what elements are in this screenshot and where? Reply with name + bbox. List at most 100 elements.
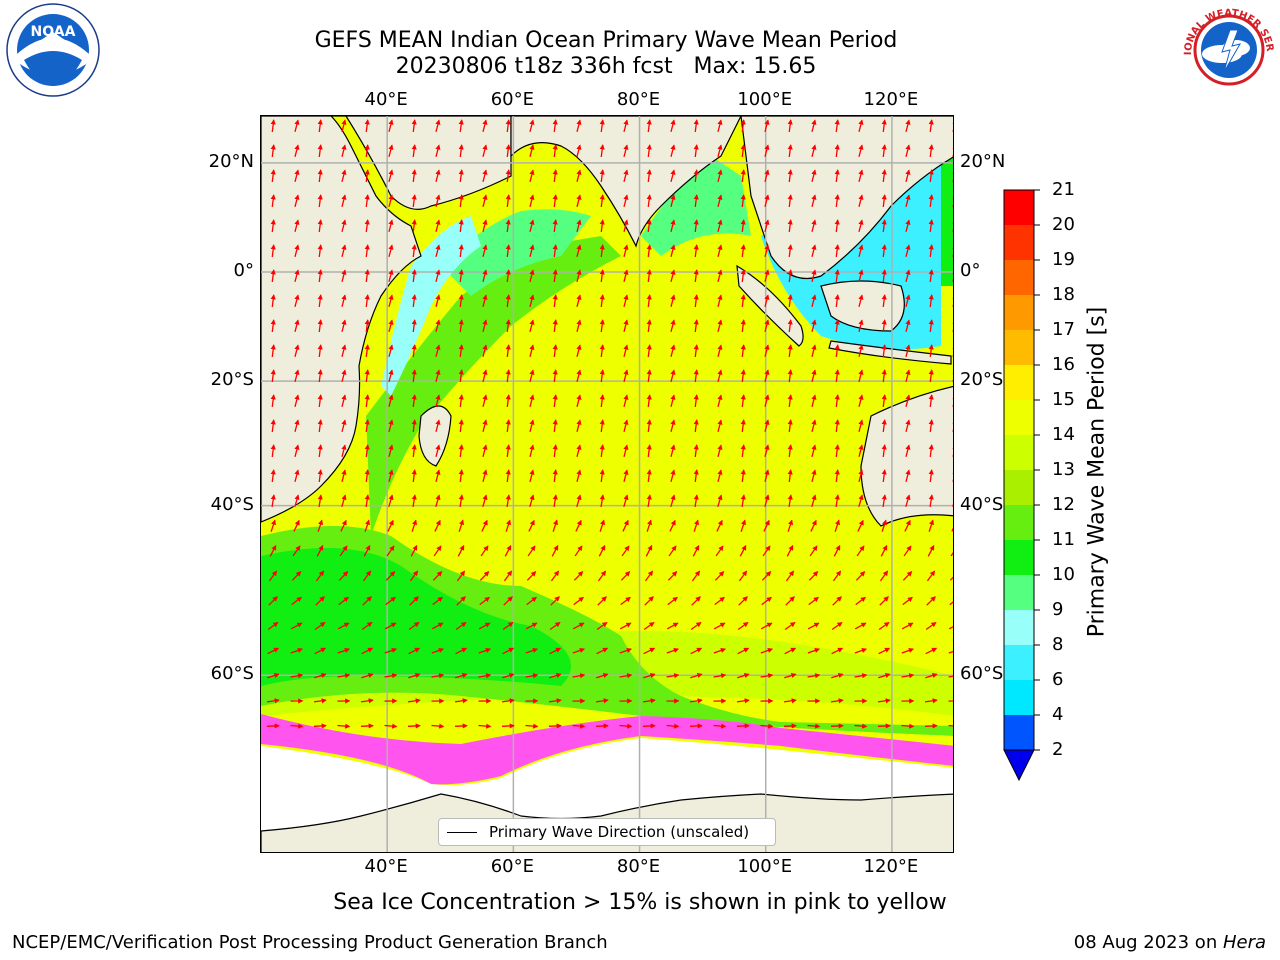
wave-direction-arrow <box>435 344 441 357</box>
colorbar-tick-label: 6 <box>1052 669 1064 690</box>
wave-direction-arrow <box>408 647 421 655</box>
wave-direction-arrow <box>599 169 605 183</box>
wave-direction-arrow <box>431 647 444 654</box>
wave-direction-arrow <box>858 294 864 307</box>
wave-direction-arrow <box>787 144 793 158</box>
wave-direction-arrow <box>482 144 488 157</box>
wave-direction-arrow <box>948 626 953 630</box>
wave-direction-arrow <box>270 244 276 258</box>
wave-direction-arrow <box>482 119 488 132</box>
wave-direction-arrow <box>599 344 605 358</box>
wave-direction-arrow <box>623 219 629 232</box>
wave-direction-arrow <box>787 344 793 358</box>
wave-direction-arrow <box>740 119 746 133</box>
wave-direction-arrow <box>903 545 912 557</box>
wave-direction-arrow <box>479 571 490 581</box>
wave-direction-arrow <box>317 444 323 458</box>
wave-direction-arrow <box>928 394 934 408</box>
period-band-somali-coast <box>381 216 481 396</box>
wave-direction-arrow <box>762 545 771 557</box>
wave-direction-arrow <box>905 369 911 382</box>
wave-direction-arrow <box>878 621 890 631</box>
wave-direction-arrow <box>834 169 840 183</box>
wave-direction-arrow <box>364 194 370 208</box>
wave-direction-arrow <box>505 219 511 233</box>
longitude-tick-label: 100°E <box>737 89 793 110</box>
wave-direction-arrow <box>317 419 323 433</box>
wave-direction-arrow <box>854 622 867 630</box>
wave-direction-arrow <box>388 369 394 382</box>
wave-direction-arrow <box>927 544 935 557</box>
wave-direction-arrow <box>338 571 349 581</box>
wave-direction-arrow <box>482 344 488 357</box>
wave-direction-arrow <box>764 244 770 257</box>
wave-direction-arrow <box>834 494 840 508</box>
wave-direction-arrow <box>505 244 511 258</box>
wave-direction-arrow <box>411 219 417 233</box>
wave-direction-arrow <box>435 119 441 132</box>
wave-direction-arrow <box>573 596 584 606</box>
latitude-tick-label: 40°S <box>210 493 254 515</box>
wave-direction-arrow <box>411 319 417 333</box>
wave-direction-arrow <box>552 169 558 183</box>
wave-direction-arrow <box>576 244 582 257</box>
wave-direction-arrow <box>505 494 511 508</box>
wave-direction-arrow <box>928 294 934 308</box>
wave-direction-arrow <box>552 144 558 158</box>
wave-direction-arrow <box>717 119 723 132</box>
colorbar-segment <box>1004 505 1034 541</box>
africa <box>261 116 422 523</box>
wave-direction-arrow <box>736 723 750 729</box>
wave-direction-arrow <box>501 723 515 729</box>
wave-direction-arrow <box>505 169 511 183</box>
colorbar-tick-label: 17 <box>1052 319 1075 340</box>
wave-direction-arrow <box>598 544 606 557</box>
graticule <box>261 116 953 852</box>
wave-direction-arrow <box>363 544 371 557</box>
wave-direction-arrow <box>478 673 492 679</box>
wave-direction-arrow <box>455 647 468 655</box>
wave-direction-arrow <box>760 723 774 729</box>
wave-direction-arrow <box>858 469 864 482</box>
wave-direction-arrow <box>619 622 632 630</box>
wave-direction-arrow <box>317 319 323 333</box>
wave-direction-arrow <box>928 144 934 158</box>
wave-direction-arrow <box>294 444 300 457</box>
wave-direction-arrow <box>480 545 489 557</box>
wave-direction-arrow <box>384 673 398 679</box>
wave-direction-arrow <box>529 419 535 432</box>
wave-direction-arrow <box>877 698 891 704</box>
wave-direction-arrow <box>294 194 300 207</box>
wave-direction-arrow <box>646 444 652 458</box>
wave-direction-arrow <box>458 169 464 183</box>
wave-direction-arrow <box>646 119 652 133</box>
map-title: GEFS MEAN Indian Ocean Primary Wave Mean… <box>314 28 898 53</box>
wave-direction-arrow <box>764 469 770 482</box>
wave-direction-arrow <box>599 369 605 383</box>
wave-direction-arrow <box>764 144 770 157</box>
wave-direction-arrow <box>458 344 464 358</box>
wave-direction-arrow <box>811 244 817 257</box>
wave-direction-arrow <box>339 545 348 557</box>
wave-direction-arrow <box>385 596 396 606</box>
wave-direction-arrow <box>458 419 464 433</box>
colorbar-scale <box>1003 189 1040 782</box>
wave-direction-arrow <box>458 219 464 233</box>
wave-direction-arrow <box>505 444 511 458</box>
wave-direction-arrow <box>435 419 441 432</box>
wave-direction-arrow <box>317 519 323 532</box>
wave-direction-arrow <box>529 269 535 282</box>
wave-direction-arrow <box>834 244 840 258</box>
wave-direction-arrow <box>411 344 417 358</box>
wave-direction-arrow <box>270 419 276 433</box>
wave-direction-arrow <box>388 419 394 432</box>
wave-direction-arrow <box>787 494 793 508</box>
map-panel <box>260 115 954 853</box>
wave-direction-arrow <box>858 269 864 282</box>
wave-direction-arrow <box>670 394 676 407</box>
wave-direction-arrow <box>740 144 746 158</box>
wave-direction-arrow <box>435 469 441 482</box>
wave-direction-arrow <box>950 552 953 557</box>
wave-direction-arrow <box>337 723 351 729</box>
wave-direction-arrow <box>576 394 582 407</box>
